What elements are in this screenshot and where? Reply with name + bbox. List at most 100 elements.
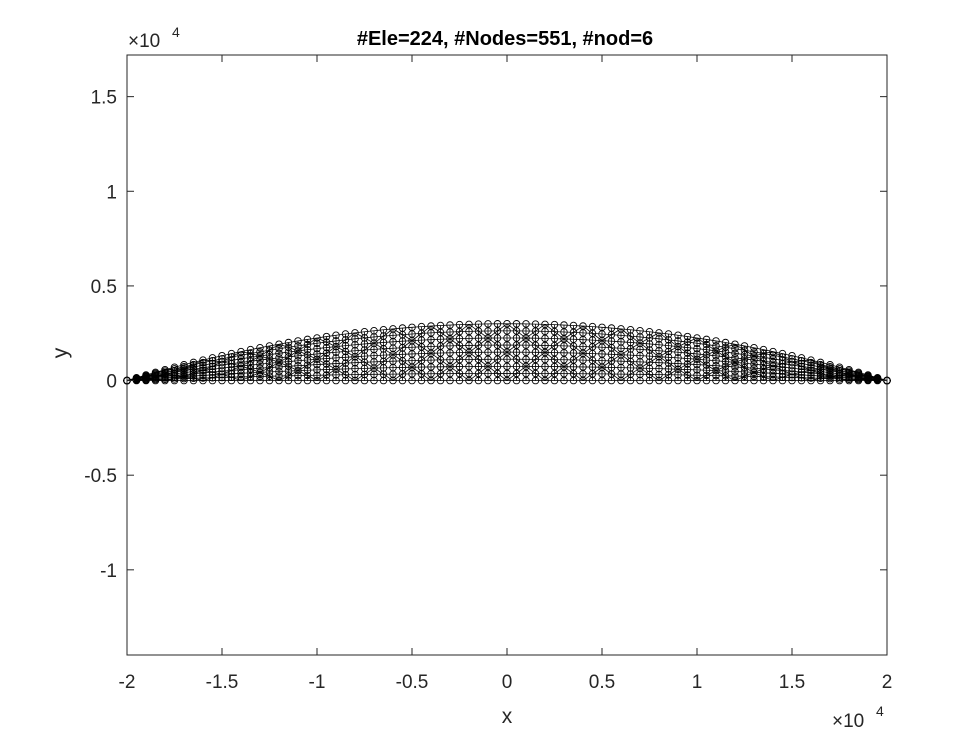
mesh-edge — [297, 364, 308, 367]
mesh-edge — [269, 366, 280, 368]
mesh-edge — [240, 368, 251, 371]
y-tick-label: 0 — [106, 372, 117, 393]
mesh-edge — [383, 348, 394, 356]
mesh-node — [503, 362, 511, 371]
mesh-edge — [449, 366, 460, 374]
mesh-node — [750, 372, 758, 381]
mesh-node — [256, 368, 264, 377]
mesh-node — [303, 356, 312, 364]
mesh-edge — [421, 346, 432, 354]
mesh-node — [493, 369, 502, 378]
mesh-edge — [269, 352, 280, 355]
mesh-edge — [744, 355, 755, 360]
mesh-node — [645, 376, 654, 385]
mesh-edge — [392, 340, 403, 343]
mesh-edge — [601, 360, 612, 368]
mesh-edge — [411, 326, 422, 328]
mesh-edge — [753, 353, 764, 357]
mesh-node — [693, 339, 701, 348]
mesh-edge — [259, 354, 270, 357]
mesh-edge — [677, 334, 688, 337]
mesh-node — [512, 362, 521, 371]
mesh-node — [484, 362, 492, 371]
mesh-node — [531, 334, 540, 342]
mesh-edge — [649, 343, 660, 346]
mesh-node — [826, 372, 834, 381]
mesh-node — [265, 359, 274, 368]
mesh-edge — [506, 351, 517, 360]
mesh-edge — [316, 363, 327, 365]
mesh-node — [759, 345, 768, 354]
mesh-node — [740, 342, 749, 350]
mesh-edge — [316, 336, 327, 339]
mesh-edge — [753, 367, 764, 370]
mesh-node — [807, 374, 815, 382]
mesh-node — [284, 343, 293, 352]
mesh-node — [284, 353, 293, 361]
mesh-edge — [307, 337, 318, 345]
mesh-edge — [307, 353, 318, 356]
mesh-node — [731, 340, 739, 348]
mesh-node — [313, 376, 321, 385]
mesh-edge — [449, 359, 460, 368]
mesh-node — [531, 327, 540, 335]
mesh-edge — [383, 373, 394, 381]
mesh-node — [712, 352, 720, 360]
mesh-node — [351, 352, 359, 361]
mesh-edge — [354, 332, 365, 339]
mesh-edge — [620, 341, 631, 343]
mesh-edge — [544, 324, 555, 332]
mesh-edge — [468, 344, 479, 353]
mesh-edge — [668, 333, 679, 336]
mesh-edge — [288, 360, 299, 362]
mesh-node — [484, 369, 492, 378]
mesh-node — [797, 354, 806, 362]
mesh-node — [313, 371, 321, 379]
mesh-node — [275, 345, 283, 353]
mesh-node — [503, 320, 511, 328]
mesh-edge — [677, 351, 688, 354]
mesh-edge — [582, 352, 593, 361]
mesh-node — [275, 376, 283, 385]
mesh-node — [512, 327, 521, 335]
x-exponent-base: ×10 — [832, 711, 864, 732]
mesh-edge — [715, 346, 726, 352]
mesh-edge — [345, 344, 356, 347]
mesh-edge — [297, 359, 308, 362]
mesh-node — [474, 369, 483, 378]
mesh-node — [493, 355, 502, 364]
mesh-node — [322, 365, 331, 374]
mesh-node — [408, 323, 416, 332]
mesh-node — [569, 321, 578, 330]
mesh-edge — [487, 366, 498, 374]
mesh-node — [294, 347, 302, 355]
mesh-edge — [478, 330, 489, 339]
mesh-node — [512, 376, 521, 385]
mesh-node — [246, 365, 255, 373]
mesh-edge — [554, 359, 565, 368]
mesh-edge — [687, 374, 698, 381]
mesh-edge — [345, 332, 356, 341]
mesh-node — [180, 363, 188, 371]
mesh-edge — [544, 345, 555, 353]
mesh-node — [294, 371, 302, 380]
mesh-edge — [497, 373, 508, 381]
mesh-node — [246, 361, 255, 369]
mesh-node — [769, 365, 777, 374]
mesh-edge — [326, 357, 337, 359]
mesh-node — [417, 322, 426, 331]
mesh-node — [208, 376, 217, 385]
mesh-edge — [297, 344, 308, 347]
mesh-edge — [440, 366, 451, 374]
mesh-edge — [487, 337, 498, 346]
mesh-edge — [535, 344, 546, 353]
mesh-node — [284, 372, 293, 380]
mesh-edge — [364, 336, 375, 339]
mesh-node — [778, 353, 787, 361]
mesh-node — [683, 332, 692, 341]
mesh-node — [531, 369, 540, 378]
mesh-node — [303, 335, 312, 344]
mesh-node — [797, 376, 806, 385]
mesh-edge — [744, 354, 755, 357]
mesh-edge — [696, 353, 707, 356]
